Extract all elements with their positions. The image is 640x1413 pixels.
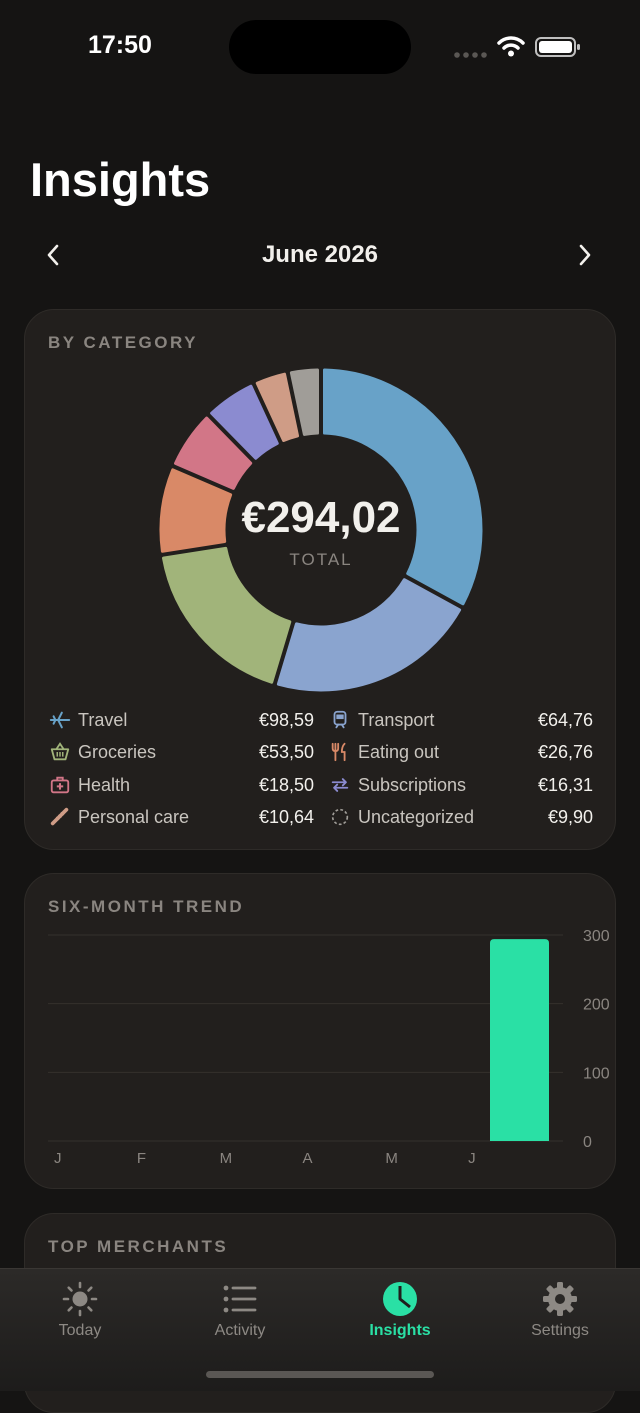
top-merchants-title: TOP MERCHANTS	[48, 1237, 229, 1256]
legend-value: €16,31	[537, 774, 593, 795]
tab-today-label: Today	[58, 1322, 102, 1339]
list-icon	[222, 1281, 258, 1317]
y-tick-label: 200	[583, 997, 610, 1014]
category-card: BY CATEGORY €294,02 TOTAL Travel €98,59 Tr…	[24, 309, 616, 850]
legend-label: Eating out	[358, 741, 440, 762]
legend-item-health[interactable]: Health €18,50	[48, 771, 314, 799]
tab-insights[interactable]: Insights	[320, 1269, 480, 1349]
tab-insights-label: Insights	[369, 1322, 431, 1339]
airplane-icon	[48, 708, 72, 732]
legend-label: Uncategorized	[358, 806, 475, 827]
repeat-icon	[328, 773, 352, 797]
legend-value: €9,90	[547, 806, 593, 827]
donut-slice-uncategorized	[289, 368, 320, 436]
donut-slice-personal-care	[255, 372, 300, 442]
tab-bar: Today Activity Insights	[0, 1268, 640, 1391]
donut-slice-subscriptions	[210, 384, 279, 460]
category-card-title: BY CATEGORY	[48, 333, 198, 352]
tab-activity[interactable]: Activity	[160, 1269, 320, 1349]
six-month-bar-chart: 0 100 200 300 J F M A M J	[48, 928, 610, 1167]
legend-label: Transport	[358, 709, 435, 730]
legend-value: €53,50	[258, 741, 314, 762]
month-navigator: June 2026	[0, 232, 640, 276]
comb-icon	[48, 805, 72, 829]
x-tick-label: A	[303, 1150, 313, 1167]
cellular-signal-icon	[454, 52, 487, 58]
legend-item-subscriptions[interactable]: Subscriptions €16,31	[328, 771, 593, 799]
trend-card: SIX-MONTH TREND 0 100 200 300 J F M A M J	[24, 873, 616, 1189]
tab-settings-label: Settings	[531, 1322, 589, 1339]
legend-label: Health	[78, 774, 131, 795]
y-tick-label: 300	[583, 928, 610, 945]
legend-value: €10,64	[258, 806, 314, 827]
month-label: June 2026	[261, 241, 379, 268]
trend-card-title: SIX-MONTH TREND	[48, 897, 245, 916]
donut-slice-eating-out	[159, 468, 233, 553]
gear-icon	[542, 1281, 578, 1317]
sun-icon	[62, 1281, 98, 1317]
dashed-circle-icon	[328, 805, 352, 829]
x-tick-label: M	[385, 1150, 398, 1167]
battery-icon	[535, 37, 580, 57]
x-tick-label: F	[137, 1150, 146, 1167]
legend-label: Subscriptions	[358, 774, 467, 795]
donut-slice-transport	[276, 578, 462, 692]
next-month-button[interactable]	[570, 240, 600, 270]
donut-slice-travel	[322, 368, 483, 606]
chevron-right-icon	[579, 244, 591, 266]
tab-activity-label: Activity	[214, 1322, 266, 1339]
tab-today[interactable]: Today	[0, 1269, 160, 1349]
legend-value: €18,50	[258, 774, 314, 795]
legend-value: €98,59	[258, 709, 314, 730]
previous-month-button[interactable]	[38, 240, 68, 270]
legend-item-travel[interactable]: Travel €98,59	[48, 706, 314, 734]
wifi-icon	[497, 36, 525, 57]
medical-kit-icon	[48, 773, 72, 797]
basket-icon	[48, 740, 72, 764]
tab-settings[interactable]: Settings	[480, 1269, 640, 1349]
trend-bar	[490, 939, 549, 1141]
donut-total-amount: €294,02	[241, 493, 401, 542]
category-donut-chart	[159, 368, 483, 692]
legend-value: €26,76	[537, 741, 593, 762]
status-time: 17:50	[88, 31, 152, 59]
legend-item-eating-out[interactable]: Eating out €26,76	[328, 738, 593, 766]
train-icon	[328, 708, 352, 732]
y-tick-label: 100	[583, 1065, 610, 1082]
dynamic-island	[229, 20, 411, 74]
legend-item-transport[interactable]: Transport €64,76	[328, 706, 593, 734]
page-title: Insights	[30, 153, 211, 206]
legend-value: €64,76	[537, 709, 593, 730]
y-tick-label: 0	[583, 1134, 592, 1151]
status-bar: 17:50	[0, 0, 640, 95]
legend-item-uncategorized[interactable]: Uncategorized €9,90	[328, 803, 593, 831]
legend-label: Groceries	[78, 741, 157, 762]
donut-slice-groceries	[161, 546, 292, 684]
pie-chart-icon	[382, 1281, 418, 1317]
legend-item-groceries[interactable]: Groceries €53,50	[48, 738, 314, 766]
donut-total-label: TOTAL	[289, 550, 353, 569]
donut-slice-health	[174, 416, 253, 490]
legend-label: Travel	[78, 709, 128, 730]
fork-knife-icon	[328, 740, 352, 764]
x-tick-label: M	[220, 1150, 233, 1167]
legend-item-personal-care[interactable]: Personal care €10,64	[48, 803, 314, 831]
x-tick-label: J	[468, 1150, 476, 1167]
home-indicator	[206, 1371, 434, 1378]
chevron-left-icon	[47, 244, 59, 266]
x-tick-label: J	[54, 1150, 62, 1167]
legend-label: Personal care	[78, 806, 190, 827]
